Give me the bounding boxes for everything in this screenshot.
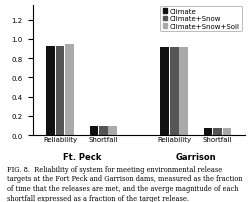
Bar	[170, 48, 178, 135]
Bar	[213, 129, 222, 135]
Bar	[90, 127, 98, 135]
Text: Ft. Peck: Ft. Peck	[62, 152, 101, 161]
Text: FIG. 8.  Reliability of system for meeting environmental release
targets at the : FIG. 8. Reliability of system for meetin…	[7, 165, 243, 202]
Bar	[56, 46, 64, 135]
Bar	[99, 127, 108, 135]
Bar	[179, 48, 188, 135]
Bar	[46, 47, 55, 135]
Bar	[65, 44, 74, 135]
Bar	[204, 129, 212, 135]
Legend: Climate, Climate+Snow, Climate+Snow+Soil: Climate, Climate+Snow, Climate+Snow+Soil	[160, 7, 242, 32]
Bar	[108, 127, 117, 135]
Bar	[222, 129, 231, 135]
Bar	[160, 48, 169, 135]
Text: Garrison: Garrison	[176, 152, 216, 161]
